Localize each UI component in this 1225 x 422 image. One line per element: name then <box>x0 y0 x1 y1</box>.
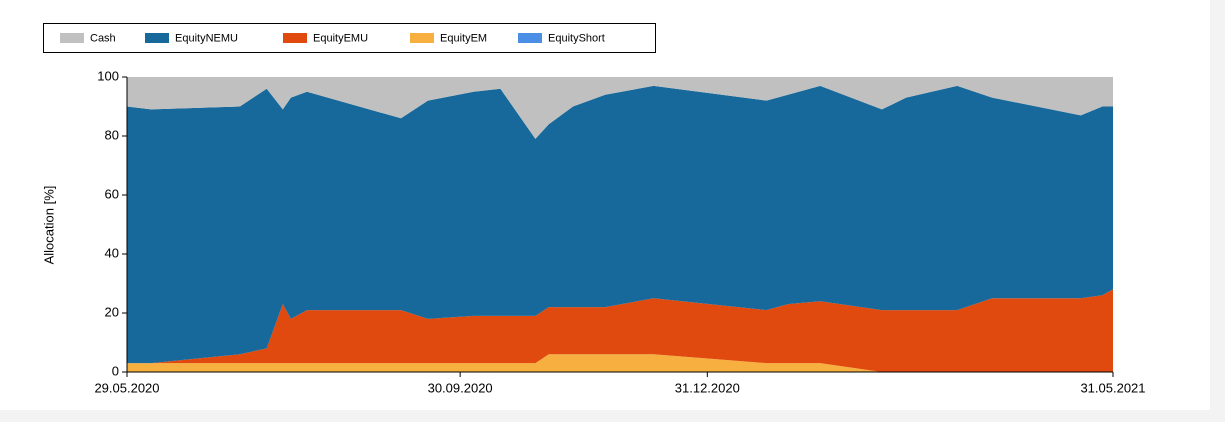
legend-swatch <box>60 33 84 43</box>
legend-swatch <box>518 33 542 43</box>
legend-label: EquityEM <box>440 32 487 44</box>
legend-label: EquityNEMU <box>175 32 238 44</box>
y-tick-label: 60 <box>105 186 119 201</box>
x-tick-label: 30.09.2020 <box>428 380 493 395</box>
legend-swatch <box>145 33 169 43</box>
x-tick-label: 31.12.2020 <box>675 380 740 395</box>
y-tick-label: 100 <box>97 68 119 83</box>
x-tick-label: 31.05.2021 <box>1080 380 1145 395</box>
legend-label: Cash <box>90 32 116 44</box>
legend-swatch <box>283 33 307 43</box>
legend-swatch <box>410 33 434 43</box>
area <box>127 77 1113 139</box>
y-axis-label: Allocation [%] <box>41 186 56 265</box>
y-tick-label: 80 <box>105 127 119 142</box>
y-tick-label: 20 <box>105 304 119 319</box>
x-tick-label: 29.05.2020 <box>94 380 159 395</box>
y-tick-label: 0 <box>112 363 119 378</box>
area <box>127 85 1113 364</box>
area <box>127 289 1113 372</box>
legend-label: EquityEMU <box>313 32 368 44</box>
y-tick-label: 40 <box>105 245 119 260</box>
area <box>127 354 1113 372</box>
legend-label: EquityShort <box>548 32 605 44</box>
